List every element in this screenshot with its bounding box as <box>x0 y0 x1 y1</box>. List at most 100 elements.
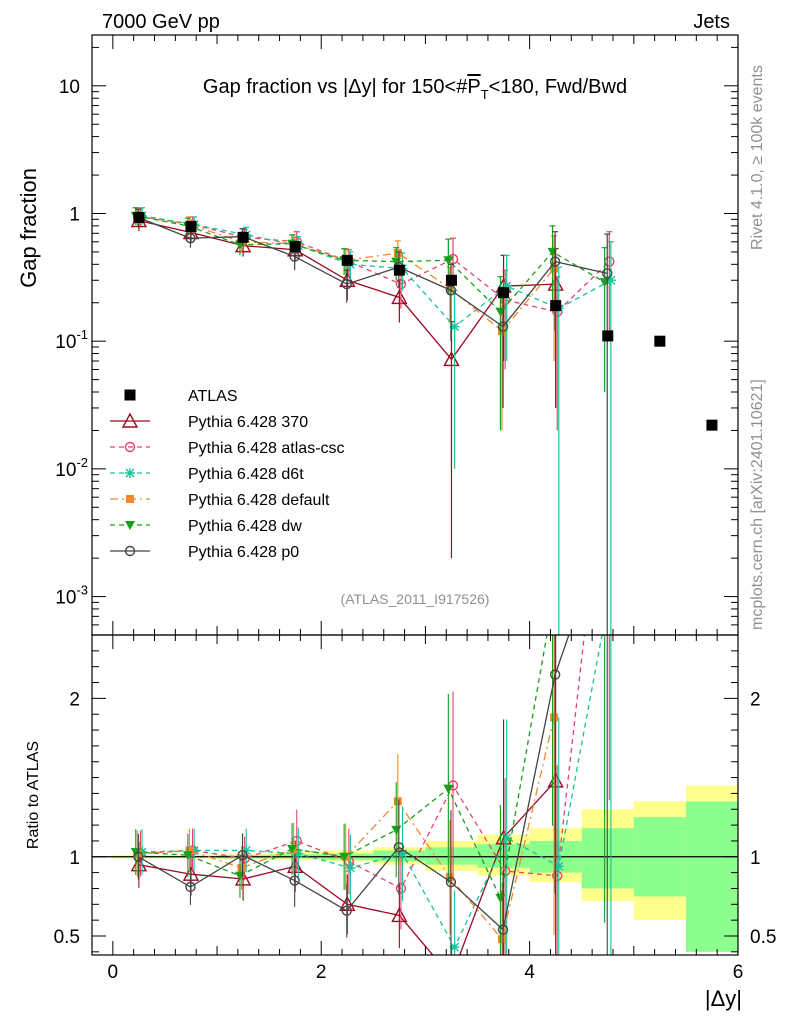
ratio-line-p0 <box>138 635 570 931</box>
legend-marker-dw <box>125 521 135 530</box>
legend-label-default: Pythia 6.428 default <box>188 492 330 509</box>
x-tick-label: 6 <box>733 962 744 983</box>
y-axis-label: Gap fraction <box>16 168 41 288</box>
marker-default <box>445 284 454 293</box>
ratio-tick-label: 0.5 <box>54 927 80 948</box>
data-point-atlas <box>654 335 666 347</box>
ratio-marker-dw <box>182 851 193 861</box>
ratio-marker-dw <box>548 599 558 608</box>
ratio-marker-dw <box>443 784 454 794</box>
ratio-marker-atlascsc <box>552 870 563 881</box>
ratio-marker-dw <box>339 852 350 862</box>
legend-label-p0: Pythia 6.428 p0 <box>188 544 299 561</box>
ratio-marker-default <box>393 797 402 806</box>
data-point-atlas <box>393 264 405 276</box>
plot-title: Gap fraction vs |Δy| for 150<#PT<180, Fw… <box>203 76 627 102</box>
ratio-line-default <box>137 717 555 941</box>
data-point-atlas <box>133 212 145 224</box>
x-tick-label: 0 <box>108 962 119 983</box>
x-tick-label: 2 <box>316 962 327 983</box>
data-point-atlas <box>498 287 510 299</box>
ratio-tick-label-right: 0.5 <box>750 927 776 948</box>
ratio-marker-p0 <box>289 875 300 886</box>
ratio-marker-atlascsc <box>395 883 407 894</box>
ratio-y-axis-label: Ratio to ATLAS <box>25 741 42 849</box>
y-tick-label: 10-2 <box>55 455 88 481</box>
legend-label-atlas: ATLAS <box>188 388 238 405</box>
ratio-marker-dw <box>287 844 298 854</box>
ratio-marker-d6t <box>397 848 408 859</box>
rivet-version-label: Rivet 4.1.0, ≥ 100k events <box>749 65 766 250</box>
ratio-line-d6t <box>141 635 603 949</box>
ratio-marker-p0 <box>445 876 457 888</box>
marker-p0 <box>445 285 457 296</box>
data-point-atlas <box>185 221 197 233</box>
energy-label: 7000 GeV pp <box>102 11 220 33</box>
data-point-atlas <box>706 419 718 431</box>
legend-marker-p0 <box>124 545 136 557</box>
ratio-marker-d6t <box>137 847 148 858</box>
ratio-marker-d6t <box>449 942 460 953</box>
legend-marker-p370 <box>121 412 139 428</box>
ratio-marker-p0 <box>393 842 405 853</box>
y-tick-label: 1 <box>69 204 80 225</box>
ratio-marker-default <box>498 935 507 944</box>
category-label: Jets <box>693 11 730 33</box>
ratio-marker-p0 <box>185 881 196 893</box>
ratio-tick-label-right: 1 <box>750 848 761 869</box>
marker-dw <box>443 256 454 266</box>
series-line-dw <box>135 215 605 313</box>
data-point-atlas <box>550 300 562 312</box>
marker-d6t <box>501 281 512 292</box>
marker-p370 <box>391 288 408 305</box>
data-point-atlas <box>341 254 353 266</box>
ratio-marker-p0 <box>497 924 509 935</box>
ratio-tick-label-right: 2 <box>750 689 761 710</box>
legend-label-atlascsc: Pythia 6.428 atlas-csc <box>188 440 345 457</box>
ratio-marker-p370 <box>444 970 458 983</box>
main-plot-area <box>130 207 718 635</box>
data-point-atlas <box>445 274 457 286</box>
ratio-marker-d6t <box>241 845 252 856</box>
ratio-line-atlascsc <box>140 635 585 890</box>
ratio-plot-area <box>92 409 738 983</box>
legend-label-p370: Pythia 6.428 370 <box>188 414 308 431</box>
ratio-line-dw <box>135 635 548 901</box>
ratio-marker-atlascsc <box>605 409 614 418</box>
uncertainty-band-green <box>685 801 738 952</box>
ratio-marker-p0 <box>341 905 352 916</box>
ratio-marker-p370 <box>391 906 408 923</box>
ratio-marker-p0 <box>133 851 144 862</box>
legend-marker-atlas <box>124 389 136 401</box>
source-site-label: mcplots.cern.ch [arXiv:2401.10621] <box>749 379 766 630</box>
ratio-marker-d6t <box>293 848 304 859</box>
ratio-marker-d6t <box>345 862 356 873</box>
axes: 10-3 10-2 10-1 1 10 0 2 4 6 0.5 0.5 1 1 2 2 <box>54 35 776 983</box>
series-line-p0 <box>138 216 608 328</box>
marker-p0 <box>497 321 509 332</box>
ratio-marker-dw <box>600 599 610 608</box>
marker-default <box>393 249 402 258</box>
ratio-marker-p0 <box>237 849 248 861</box>
data-point-atlas <box>602 330 614 342</box>
marker-p0 <box>185 233 196 244</box>
marker-p0 <box>602 268 613 279</box>
legend-marker-d6t <box>125 468 135 478</box>
legend-marker-atlascsc <box>124 441 136 453</box>
data-point-atlas <box>237 231 249 243</box>
ratio-marker-default <box>237 863 246 872</box>
ratio-marker-d6t <box>553 861 564 872</box>
ratio-marker-d6t <box>501 832 512 843</box>
ratio-marker-default <box>185 846 194 855</box>
ratio-marker-p0 <box>549 669 561 680</box>
ratio-marker-dw <box>391 825 402 835</box>
marker-p0 <box>341 278 352 290</box>
legend: ATLAS Pythia 6.428 370 Pythia 6.428 atlas-… <box>110 388 345 561</box>
legend-label-d6t: Pythia 6.428 d6t <box>188 466 304 483</box>
series-line-atlascsc <box>140 215 610 313</box>
y-tick-label: 10 <box>59 77 80 98</box>
ratio-tick-label: 1 <box>69 848 80 869</box>
legend-marker-default <box>126 495 134 503</box>
marker-p0 <box>549 256 561 267</box>
marker-atlascsc <box>395 278 407 290</box>
